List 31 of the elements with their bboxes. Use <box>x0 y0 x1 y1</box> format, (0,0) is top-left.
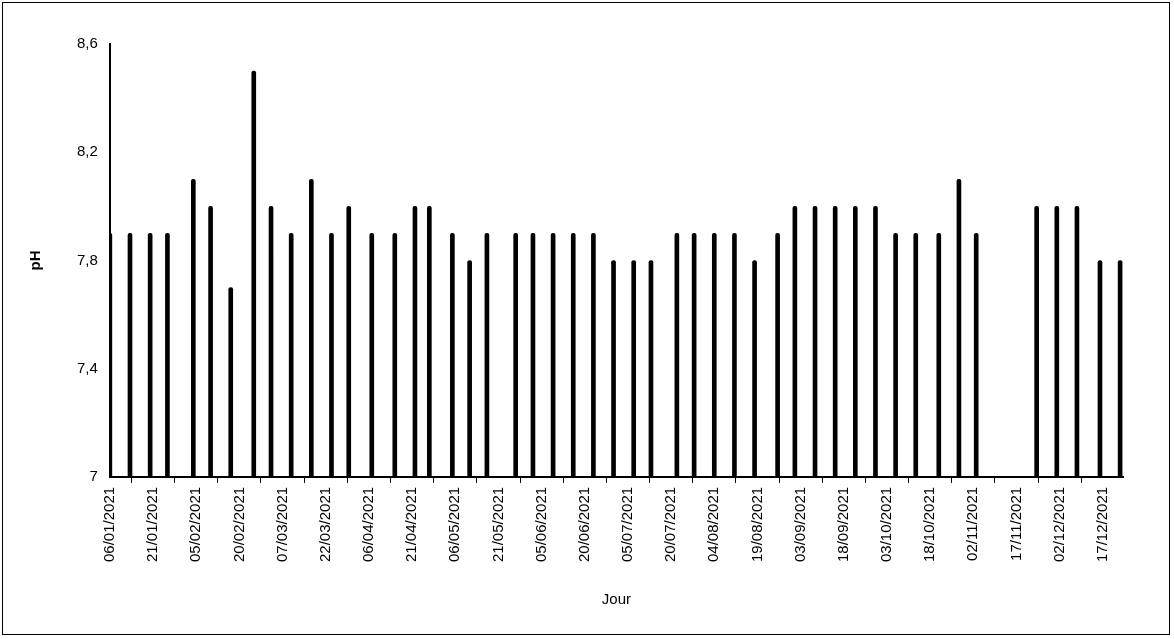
x-tick-label: 17/12/2021 <box>1092 486 1110 562</box>
x-tick-label: 17/11/2021 <box>1006 486 1024 561</box>
x-tick-label: 07/03/2021 <box>272 486 290 562</box>
y-axis-title: pH <box>26 250 44 271</box>
x-tick-label: 19/08/2021 <box>747 486 765 562</box>
x-tick-label: 02/11/2021 <box>963 486 981 561</box>
y-tick-label: 7,4 <box>76 358 98 376</box>
y-tick-label: 8,6 <box>76 34 98 52</box>
x-tick-label: 02/12/2021 <box>1049 486 1067 562</box>
x-tick-label: 03/10/2021 <box>877 486 895 562</box>
x-tick-label: 21/01/2021 <box>143 486 161 562</box>
x-tick-label: 18/09/2021 <box>833 486 851 562</box>
x-tick-label: 21/04/2021 <box>402 486 420 562</box>
x-tick-label: 05/07/2021 <box>618 486 636 562</box>
y-tick-label: 7,8 <box>76 250 98 268</box>
x-tick-label: 03/09/2021 <box>790 486 808 562</box>
y-tick-label: 7 <box>89 467 98 485</box>
x-tick-label: 06/04/2021 <box>359 486 377 562</box>
x-tick-label: 05/02/2021 <box>186 486 204 562</box>
x-tick-label: 18/10/2021 <box>920 486 938 562</box>
x-tick-label: 22/03/2021 <box>315 486 333 562</box>
x-tick-label: 06/05/2021 <box>445 486 463 562</box>
x-tick-label: 21/05/2021 <box>488 486 506 562</box>
x-tick-label: 04/08/2021 <box>704 486 722 562</box>
x-tick-label: 06/01/2021 <box>99 486 117 562</box>
x-tick-label: 20/02/2021 <box>229 486 247 562</box>
y-tick-label: 8,2 <box>76 142 98 160</box>
x-tick-label: 20/06/2021 <box>574 486 592 562</box>
x-tick-label: 05/06/2021 <box>531 486 549 562</box>
x-tick-label: 20/07/2021 <box>661 486 679 562</box>
x-axis-title: Jour <box>601 590 632 608</box>
